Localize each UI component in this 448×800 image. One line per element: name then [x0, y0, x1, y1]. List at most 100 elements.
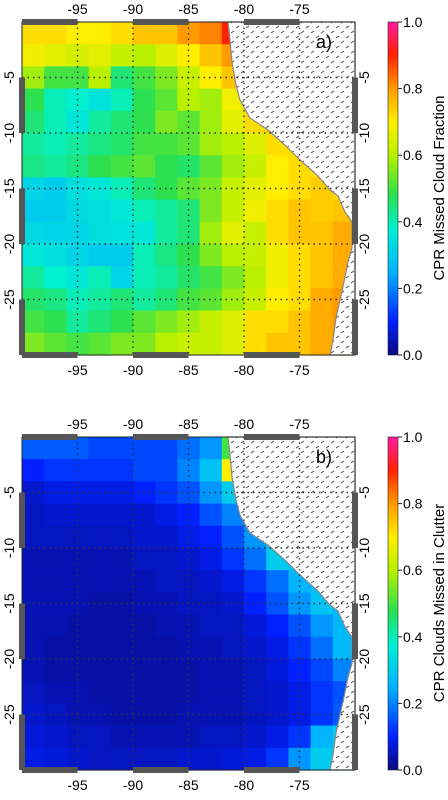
heatmap-cell: [133, 332, 156, 356]
frame-segment: [352, 188, 358, 244]
lat-tick-label: -10: [1, 123, 17, 143]
heatmap-cell: [266, 570, 289, 593]
heatmap-cell: [133, 244, 156, 267]
heatmap-cell: [22, 725, 45, 749]
heatmap-cell: [155, 525, 178, 549]
heatmap-cell: [177, 725, 201, 749]
heatmap-cell: [110, 681, 134, 704]
heatmap-cell: [44, 525, 67, 549]
heatmap-cell: [110, 22, 134, 45]
lon-tick-label: -90: [123, 1, 143, 17]
heatmap-cell: [110, 570, 134, 593]
heatmap-cell: [110, 244, 134, 267]
heatmap-cell: [22, 199, 45, 223]
heatmap-cell: [199, 525, 223, 549]
heatmap-cell: [310, 636, 334, 660]
heatmap-cell: [110, 548, 134, 571]
heatmap-cell: [199, 659, 223, 682]
colorbar-tick-label: 0.8: [403, 496, 423, 512]
heatmap-cell: [310, 332, 334, 356]
frame-segment: [19, 714, 25, 770]
heatmap-cell: [22, 681, 45, 704]
lon-tick-label: -80: [234, 416, 254, 432]
heatmap-cell: [177, 592, 201, 616]
heatmap-cell: [199, 133, 223, 156]
heatmap-cell: [44, 310, 67, 334]
heatmap-cell: [244, 266, 267, 289]
frame-segment: [22, 352, 78, 358]
heatmap-cell: [310, 614, 334, 638]
heatmap-cell: [155, 681, 178, 704]
colorbar-tick-label: 0.4: [403, 214, 423, 230]
heatmap-cell: [244, 703, 267, 727]
heatmap-cell: [66, 725, 90, 749]
heatmap-cell: [221, 199, 245, 223]
heatmap-cell: [110, 110, 134, 134]
heatmap-cell: [44, 221, 67, 245]
frame-segment: [133, 434, 189, 440]
lat-tick-label: -10: [1, 538, 17, 558]
frame-segment: [19, 77, 25, 133]
heatmap-cell: [177, 155, 201, 178]
heatmap-cell: [88, 636, 112, 660]
heatmap-cell: [22, 44, 45, 67]
lat-tick-label: -15: [356, 593, 372, 613]
heatmap-cell: [133, 525, 156, 549]
heatmap-cell: [110, 310, 134, 334]
heatmap-cell: [288, 636, 312, 660]
heatmap-cell: [155, 221, 178, 245]
colorbar-ticks-b: 0.0 0.2 0.4 0.6 0.8 1.0: [398, 429, 423, 778]
heatmap-cell: [133, 22, 156, 45]
heatmap-cell: [221, 221, 245, 245]
heatmap-cell: [266, 199, 289, 223]
frame-segment: [133, 767, 189, 773]
heatmap-cell: [244, 332, 267, 356]
heatmap-cell: [199, 199, 223, 223]
heatmap-cell: [177, 221, 201, 245]
heatmap-cell: [244, 133, 267, 156]
heatmap-cell: [133, 221, 156, 245]
heatmap-cell: [266, 310, 289, 334]
heatmap-cell: [66, 681, 90, 704]
colorbar-label-b: CPR Clouds Missed in Clutter: [431, 504, 448, 702]
heatmap-cell: [288, 725, 312, 749]
lon-tick-label: -75: [289, 777, 309, 793]
heatmap-cell: [133, 155, 156, 178]
heatmap-cell: [221, 310, 245, 334]
heatmap-cell: [133, 614, 156, 638]
lat-tick-label: -20: [1, 234, 17, 254]
heatmap-cell: [133, 570, 156, 593]
heatmap-cell: [66, 244, 90, 267]
colorbar-a: [387, 21, 399, 356]
heatmap-cell: [244, 177, 267, 201]
heatmap-cell: [199, 44, 223, 67]
heatmap-cell: [44, 44, 67, 67]
heatmap-cell: [266, 244, 289, 267]
lon-tick-label: -75: [289, 416, 309, 432]
heatmap-cell: [177, 614, 201, 638]
axes-b: -95 -95 -90 -90 -85 -85 -80 -80 -75 -75 -5 -5 -10 -10…: [1, 416, 372, 793]
lat-tick-label: -25: [1, 704, 17, 724]
heatmap-cell: [199, 288, 223, 312]
heatmap-cell: [221, 592, 245, 616]
lat-tick-label: -5: [1, 486, 17, 499]
heatmap-cell: [22, 747, 45, 771]
lat-tick-label: -15: [1, 593, 17, 613]
heatmap-cell: [22, 636, 45, 660]
heatmap-cell: [44, 747, 67, 771]
heatmap-cell: [22, 614, 45, 638]
heatmap-cell: [155, 614, 178, 638]
heatmap-cell: [133, 548, 156, 571]
heatmap-cell: [199, 747, 223, 771]
heatmap-cell: [22, 525, 45, 549]
heatmap-cell: [155, 199, 178, 223]
heatmap-cell: [44, 332, 67, 356]
heatmap-cell: [110, 525, 134, 549]
heatmap-cell: [155, 503, 178, 527]
heatmap-cell: [88, 199, 112, 223]
heatmap-cell: [110, 332, 134, 356]
heatmap-cell: [22, 266, 45, 289]
lon-tick-label: -90: [123, 416, 143, 432]
colorbar-ticks-a: 0.0 0.2 0.4 0.6 0.8 1.0: [398, 14, 423, 363]
heatmap-cell: [155, 310, 178, 334]
